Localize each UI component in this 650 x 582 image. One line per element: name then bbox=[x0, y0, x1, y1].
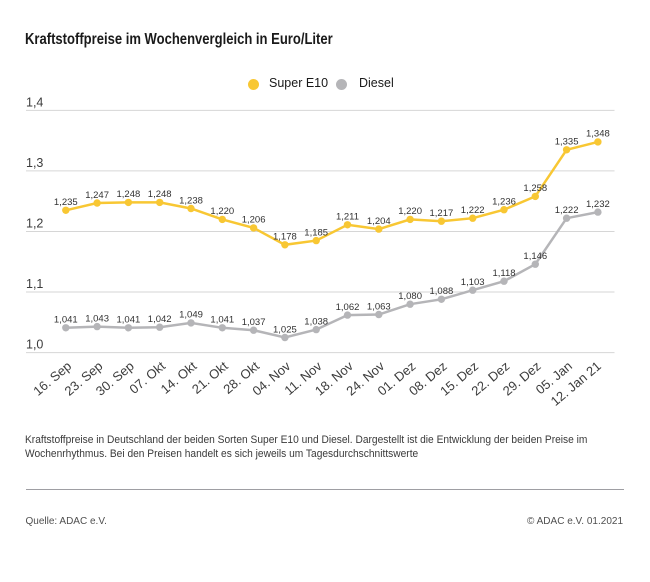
svg-text:1,080: 1,080 bbox=[398, 291, 422, 302]
svg-text:1,348: 1,348 bbox=[586, 129, 610, 140]
svg-text:1,222: 1,222 bbox=[461, 205, 485, 216]
svg-text:1,041: 1,041 bbox=[210, 315, 234, 326]
svg-text:1,041: 1,041 bbox=[54, 315, 78, 326]
svg-text:1,178: 1,178 bbox=[273, 232, 297, 243]
svg-text:1,043: 1,043 bbox=[85, 313, 109, 324]
svg-text:1,258: 1,258 bbox=[523, 183, 547, 194]
svg-text:1,3: 1,3 bbox=[26, 156, 43, 170]
svg-text:1,025: 1,025 bbox=[273, 324, 297, 335]
svg-text:1,4: 1,4 bbox=[26, 96, 43, 110]
svg-text:1,232: 1,232 bbox=[586, 199, 610, 210]
svg-text:1,204: 1,204 bbox=[367, 216, 391, 227]
svg-text:1,063: 1,063 bbox=[367, 301, 391, 312]
svg-text:1,248: 1,248 bbox=[148, 189, 172, 200]
svg-text:1,220: 1,220 bbox=[398, 206, 422, 217]
svg-text:1,038: 1,038 bbox=[304, 316, 328, 327]
svg-text:1,220: 1,220 bbox=[210, 206, 234, 217]
svg-text:1,247: 1,247 bbox=[85, 190, 109, 201]
svg-text:1,185: 1,185 bbox=[304, 227, 328, 238]
svg-text:1,335: 1,335 bbox=[555, 137, 579, 148]
svg-text:1,118: 1,118 bbox=[492, 268, 515, 279]
svg-text:1,222: 1,222 bbox=[555, 205, 579, 216]
svg-text:1,1: 1,1 bbox=[26, 277, 43, 291]
svg-text:1,211: 1,211 bbox=[336, 212, 359, 223]
svg-text:1,049: 1,049 bbox=[179, 310, 203, 321]
svg-text:1,248: 1,248 bbox=[117, 189, 141, 200]
svg-text:1,103: 1,103 bbox=[461, 277, 485, 288]
svg-text:1,062: 1,062 bbox=[336, 302, 360, 313]
svg-text:1,042: 1,042 bbox=[148, 314, 172, 325]
svg-text:1,238: 1,238 bbox=[179, 195, 203, 206]
svg-text:1,037: 1,037 bbox=[242, 317, 266, 328]
svg-text:1,0: 1,0 bbox=[26, 338, 43, 352]
svg-text:1,2: 1,2 bbox=[26, 217, 43, 231]
svg-text:1,146: 1,146 bbox=[523, 251, 547, 262]
svg-text:1,217: 1,217 bbox=[430, 208, 454, 219]
svg-text:1,041: 1,041 bbox=[117, 315, 141, 326]
svg-text:1,206: 1,206 bbox=[242, 215, 266, 226]
svg-text:1,236: 1,236 bbox=[492, 197, 516, 208]
svg-text:1,235: 1,235 bbox=[54, 197, 78, 208]
svg-text:1,088: 1,088 bbox=[430, 286, 454, 297]
